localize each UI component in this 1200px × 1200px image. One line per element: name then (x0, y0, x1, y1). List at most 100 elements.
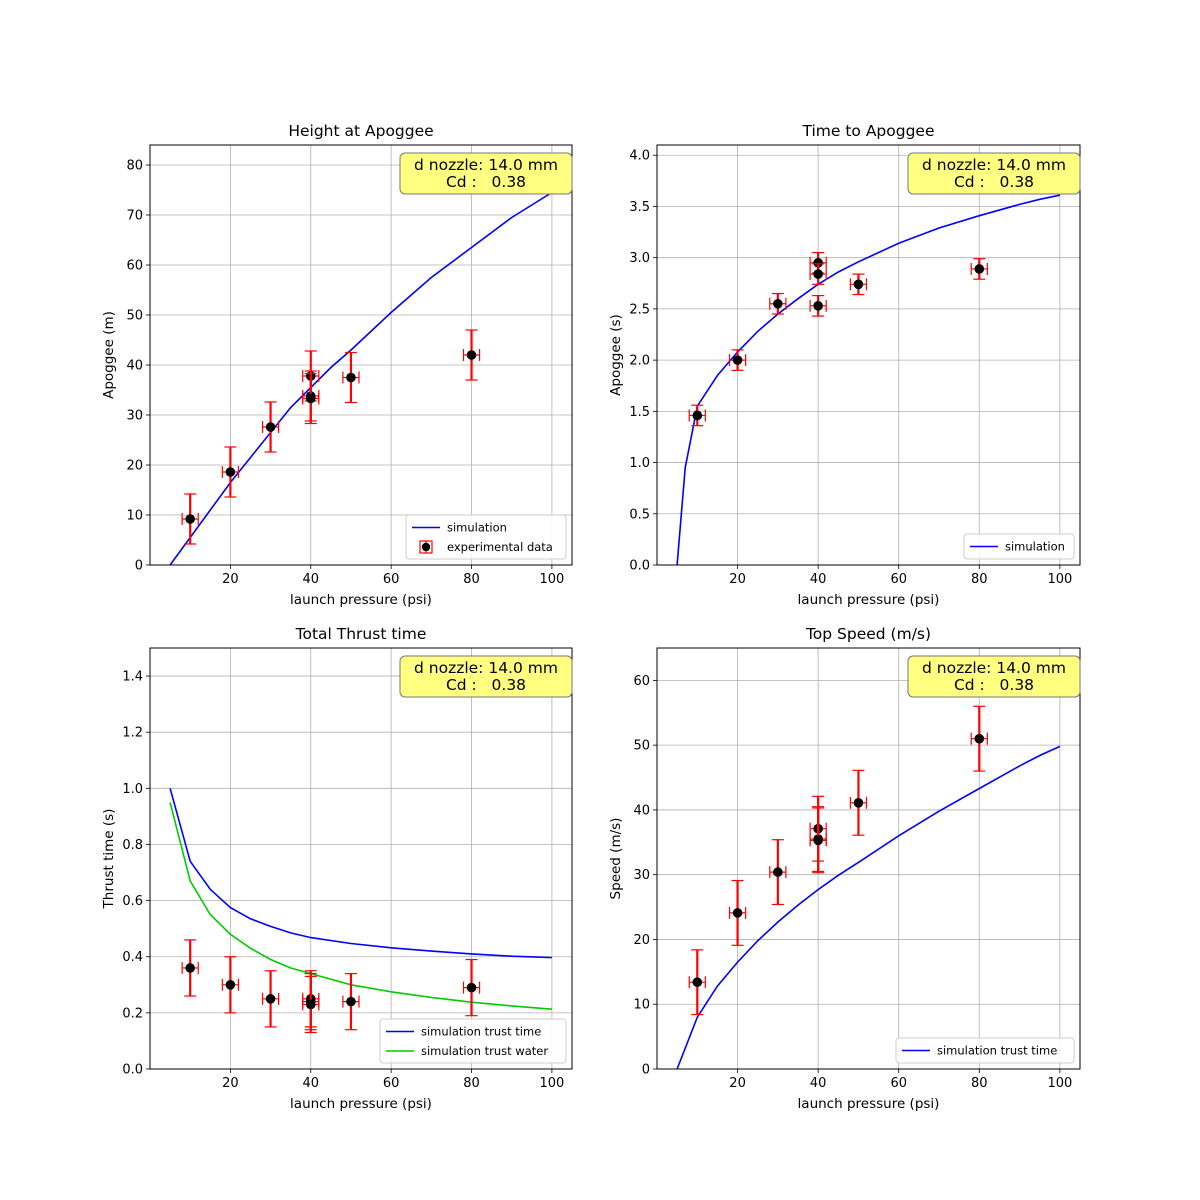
y-tick-label: 70 (126, 209, 143, 224)
y-tick-label: 20 (633, 933, 650, 948)
data-marker (813, 269, 823, 279)
legend-frame (895, 1037, 1075, 1064)
annotation-line-1: d nozzle: 14.0 mm (414, 659, 558, 677)
x-tick-label: 100 (1047, 1076, 1072, 1091)
y-tick-label: 10 (633, 998, 650, 1013)
y-tick-label: 0.5 (629, 507, 650, 522)
y-tick-label: 20 (126, 459, 143, 474)
data-point (342, 972, 360, 1031)
data-point (302, 975, 320, 1034)
axes-frame (149, 647, 573, 1070)
series-line (676, 194, 1061, 565)
y-tick-label: 60 (633, 674, 650, 689)
annotation-line-1: d nozzle: 14.0 mm (922, 156, 1066, 174)
y-axis-label: Thrust time (s) (101, 809, 117, 910)
data-marker (692, 410, 703, 421)
data-marker (853, 279, 864, 290)
data-marker (813, 258, 823, 268)
y-tick-label: 1.4 (122, 670, 143, 685)
data-point (302, 372, 320, 425)
x-tick-label: 100 (539, 1076, 564, 1091)
annotation-background (907, 152, 1081, 195)
data-marker (692, 977, 703, 988)
y-tick-label: 50 (633, 739, 650, 754)
data-point (809, 251, 827, 274)
legend-frame (963, 533, 1075, 560)
data-point (261, 401, 280, 453)
y-tick-label: 0.0 (629, 559, 650, 574)
y-tick-label: 50 (126, 309, 143, 324)
legend-label: simulation (447, 521, 507, 535)
series-2 (688, 251, 988, 427)
data-marker (185, 963, 195, 973)
data-point (462, 958, 481, 1017)
data-marker (813, 835, 823, 846)
series-line (676, 745, 1061, 1069)
subplot-4: 20 40 60 80 100 0 10 20 30 40 50 60 Top Speed (m/s) l… (608, 625, 1081, 1112)
data-point (261, 970, 280, 1028)
data-point (809, 294, 827, 317)
data-marker (185, 514, 195, 524)
x-tick-label: 60 (383, 1076, 400, 1091)
data-marker (466, 982, 477, 993)
chart-title: Height at Apoggee (288, 122, 433, 140)
annotation-line-1: d nozzle: 14.0 mm (922, 659, 1066, 677)
series-2 (181, 329, 481, 545)
axes-frame (656, 647, 1081, 1070)
data-point (728, 349, 747, 371)
legend: simulation trust time (895, 1037, 1075, 1064)
annotation-line-2: Cd : 0.38 (446, 676, 526, 694)
y-tick-label: 1.0 (629, 456, 650, 471)
data-marker (346, 996, 356, 1007)
x-tick-label: 60 (890, 1076, 907, 1091)
series-2 (688, 705, 988, 1016)
data-point (221, 956, 240, 1014)
x-tick-label: 20 (222, 572, 239, 587)
y-tick-label: 0.0 (122, 1063, 143, 1078)
legend: simulation (963, 533, 1075, 560)
chart-title: Top Speed (m/s) (805, 625, 931, 643)
x-tick-label: 60 (890, 572, 907, 587)
series-1 (676, 745, 1061, 1069)
annotation-background (907, 655, 1081, 698)
data-point (728, 879, 747, 946)
data-marker (813, 301, 823, 311)
data-point (849, 273, 868, 296)
series-1 (676, 194, 1061, 565)
y-tick-label: 40 (126, 359, 143, 374)
data-point (181, 939, 199, 997)
subplot-3: 20 40 60 80 100 0.0 0.2 0.4 0.6 0.8 1.0 1.2 1.4 Total… (101, 625, 573, 1112)
y-tick-label: 30 (633, 868, 650, 883)
annotation-line-2: Cd : 0.38 (954, 676, 1034, 694)
legend-frame (405, 514, 567, 560)
x-tick-label: 20 (729, 572, 746, 587)
series-1 (169, 191, 553, 565)
data-point (809, 807, 827, 874)
data-point (462, 329, 481, 381)
data-marker (346, 372, 356, 383)
y-tick-label: 60 (126, 259, 143, 274)
x-axis-label: launch pressure (psi) (290, 1096, 432, 1112)
data-point (970, 258, 988, 280)
data-point (181, 493, 199, 545)
y-tick-label: 10 (126, 509, 143, 524)
x-tick-label: 20 (729, 1076, 746, 1091)
data-point (970, 705, 988, 772)
y-tick-label: 1.5 (629, 405, 650, 420)
x-tick-label: 60 (383, 572, 400, 587)
y-tick-label: 2.5 (629, 302, 650, 317)
y-tick-label: 0.6 (122, 894, 143, 909)
legend-label: simulation (1005, 540, 1065, 554)
y-tick-label: 3.0 (629, 251, 650, 266)
annotation-line-2: Cd : 0.38 (446, 173, 526, 191)
data-marker (732, 355, 743, 365)
y-tick-label: 0.4 (122, 950, 143, 965)
series-line (169, 191, 553, 565)
legend: simulation experimental data (405, 514, 567, 560)
legend: simulation trust time simulation trust wa… (379, 1018, 567, 1064)
subplot-1: 20 40 60 80 100 0 10 20 30 40 50 60 70 80 Height at Ap… (101, 122, 573, 608)
y-tick-label: 3.5 (629, 200, 650, 215)
x-tick-label: 20 (222, 1076, 239, 1091)
